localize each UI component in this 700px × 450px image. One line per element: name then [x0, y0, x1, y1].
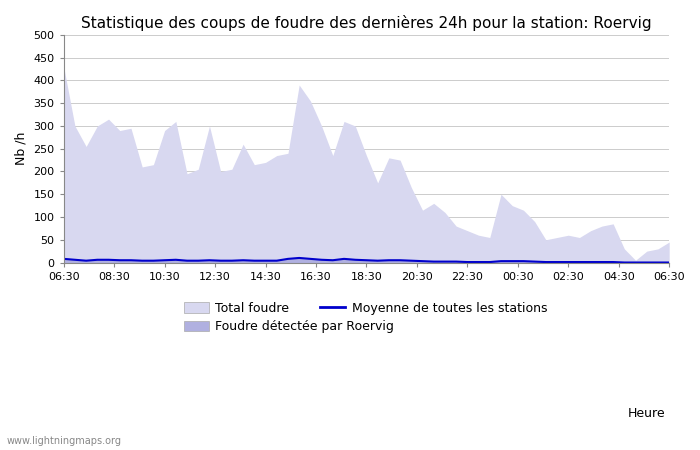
Legend: Foudre détectée par Roervig: Foudre détectée par Roervig — [179, 315, 399, 338]
Text: Heure: Heure — [627, 407, 665, 420]
Y-axis label: Nb /h: Nb /h — [15, 132, 28, 166]
Title: Statistique des coups de foudre des dernières 24h pour la station: Roervig: Statistique des coups de foudre des dern… — [81, 15, 652, 31]
Text: www.lightningmaps.org: www.lightningmaps.org — [7, 436, 122, 446]
